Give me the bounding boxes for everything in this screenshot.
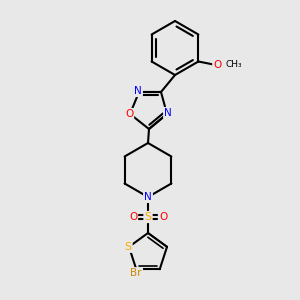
Text: S: S xyxy=(124,242,131,252)
Text: N: N xyxy=(134,86,142,96)
Text: Br: Br xyxy=(130,268,142,278)
Text: N: N xyxy=(144,192,152,202)
Text: O: O xyxy=(125,109,133,119)
Text: O: O xyxy=(159,212,167,222)
Text: N: N xyxy=(164,108,172,118)
Text: O: O xyxy=(213,59,221,70)
Text: S: S xyxy=(144,212,152,222)
Text: CH₃: CH₃ xyxy=(225,60,242,69)
Text: O: O xyxy=(129,212,137,222)
